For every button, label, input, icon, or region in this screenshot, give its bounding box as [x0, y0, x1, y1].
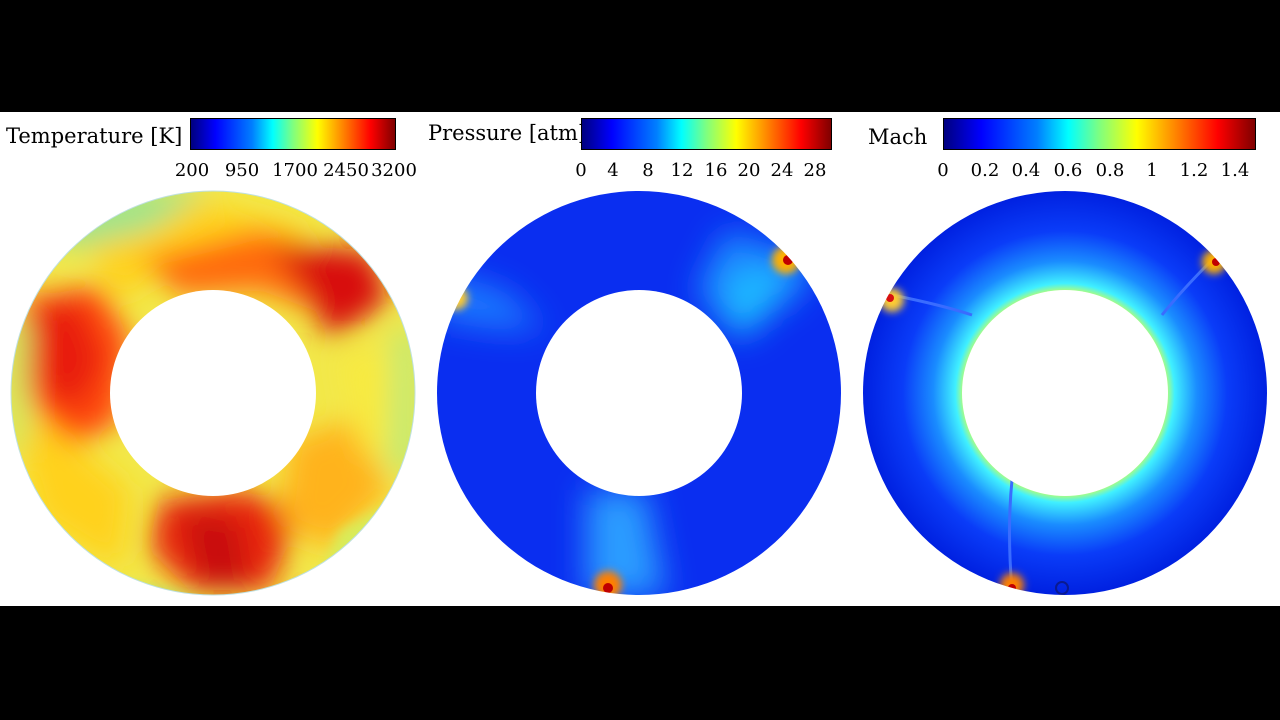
mach-tick: 0.6 — [1053, 160, 1083, 181]
pressure-tick: 8 — [642, 160, 654, 181]
mach-colorbar — [943, 118, 1256, 150]
mach-ring-plot — [862, 190, 1268, 596]
pressure-ring-plot — [436, 190, 842, 596]
mach-colorbar-title: Mach — [868, 125, 928, 149]
pressure-tick: 20 — [737, 160, 761, 181]
temperature-colorbar-title: Temperature [K] — [6, 124, 183, 148]
pressure-tick: 0 — [575, 160, 587, 181]
mach-tick: 1.4 — [1220, 160, 1250, 181]
temperature-ring-plot — [10, 190, 416, 596]
temperature-colorbar — [190, 118, 396, 150]
pressure-tick: 28 — [803, 160, 827, 181]
temperature-tick: 3200 — [371, 160, 417, 181]
pressure-tick: 12 — [670, 160, 694, 181]
pressure-colorbar-title: Pressure [atm] — [428, 121, 587, 145]
temperature-tick: 950 — [224, 160, 260, 181]
mach-tick: 0.2 — [970, 160, 1000, 181]
mach-tick: 1 — [1146, 160, 1158, 181]
temperature-tick: 200 — [174, 160, 210, 181]
mach-tick: 0.4 — [1011, 160, 1041, 181]
mach-tick: 0 — [937, 160, 949, 181]
figure-panel: Temperature [K] 200 950 1700 2450 3200 P… — [0, 112, 1280, 606]
pressure-tick: 4 — [607, 160, 619, 181]
pressure-colorbar — [581, 118, 832, 150]
mach-tick: 0.8 — [1095, 160, 1125, 181]
temperature-tick: 2450 — [323, 160, 369, 181]
pressure-tick: 16 — [704, 160, 728, 181]
pressure-tick: 24 — [770, 160, 794, 181]
temperature-tick: 1700 — [272, 160, 318, 181]
mach-tick: 1.2 — [1179, 160, 1209, 181]
